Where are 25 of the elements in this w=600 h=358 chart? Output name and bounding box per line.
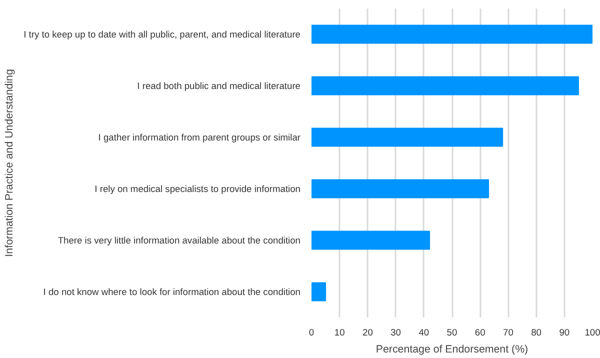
bar (312, 24, 592, 44)
y-tick-label: I gather information from parent groups or similar (98, 132, 301, 142)
bar (312, 76, 579, 96)
x-tick-label: 0 (308, 328, 314, 338)
y-axis-title: Information Practice and Understanding (4, 69, 16, 257)
y-tick-label: I do not know where to look for information about the condition (43, 286, 301, 297)
x-tick-label: 40 (418, 328, 430, 338)
x-tick-label: 90 (559, 328, 570, 338)
bar (312, 128, 504, 147)
x-tick-label: 100 (584, 328, 600, 338)
bar (312, 179, 490, 198)
x-tick-label: 20 (362, 328, 373, 338)
x-tick-label: 50 (446, 328, 458, 338)
x-tick-label: 80 (531, 328, 542, 338)
y-tick-label: I try to keep up to date with all public, parent, and medical literature (24, 29, 300, 40)
x-tick-label: 60 (474, 328, 486, 338)
x-tick-label: 10 (334, 328, 345, 338)
bar (312, 230, 430, 250)
bar (312, 282, 326, 302)
x-tick-label: 30 (390, 328, 402, 338)
y-tick-label: There is very little information available about the condition (58, 235, 301, 246)
x-axis-title: Percentage of Endorsement (%) (376, 344, 528, 356)
y-tick-label: I rely on medical specialists to provide information (94, 184, 301, 194)
x-tick-label: 70 (503, 328, 514, 338)
y-tick-label: I read both public and medical literature (137, 80, 301, 91)
